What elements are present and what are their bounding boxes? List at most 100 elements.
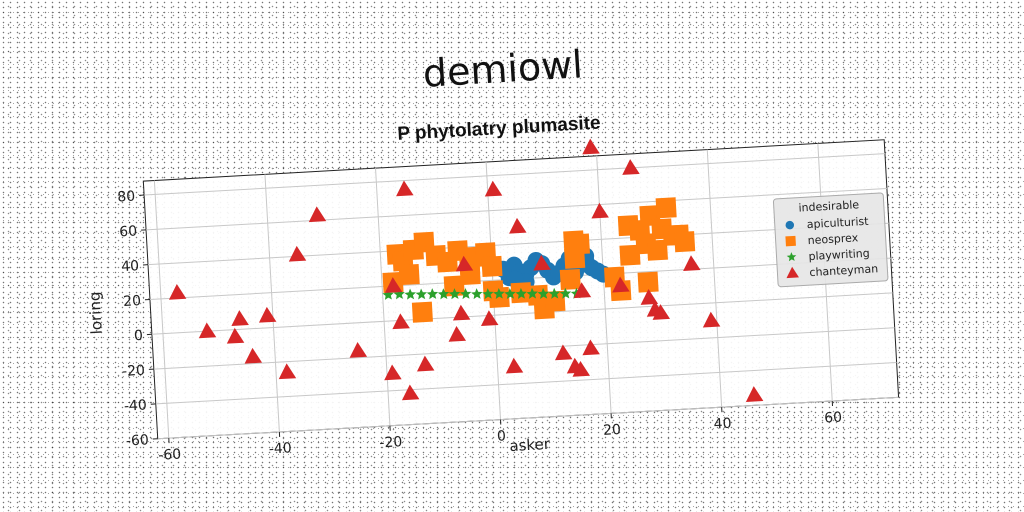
chanteyman-point — [582, 138, 600, 155]
y-tick-label: 60 — [119, 223, 138, 240]
legend-label-neosprex: neosprex — [807, 231, 859, 247]
y-tick-label: 0 — [134, 328, 144, 344]
neosprex-point — [568, 233, 590, 255]
chanteyman-point — [416, 355, 435, 372]
chanteyman-point — [401, 384, 420, 401]
chanteyman-point — [448, 325, 467, 342]
chanteyman-point — [582, 339, 600, 356]
grid-line-y — [151, 292, 893, 335]
playwriting-point — [459, 288, 472, 300]
playwriting-point — [548, 287, 561, 299]
legend-box — [772, 192, 889, 288]
y-axis-ticks: -60 -40 -20 0 20 40 60 80 — [117, 189, 158, 449]
chanteyman-point — [198, 322, 217, 339]
chanteyman-point — [396, 180, 414, 197]
neosprex-point — [481, 255, 503, 277]
y-tick-label: -20 — [122, 363, 146, 380]
chanteyman-point — [226, 327, 245, 344]
playwriting-point — [526, 287, 538, 299]
chanteyman-point — [278, 363, 297, 380]
playwriting-point — [393, 288, 405, 300]
grid-line-y — [146, 187, 887, 231]
playwriting-point — [437, 288, 450, 300]
chanteyman-point — [258, 306, 277, 323]
grid-line-y — [157, 396, 899, 440]
x-tick-label: 60 — [824, 410, 843, 427]
grid-line-x — [375, 168, 391, 426]
playwriting-point — [504, 288, 516, 300]
y-tick-label: 20 — [123, 293, 142, 310]
chanteyman-point — [244, 347, 263, 364]
y-tick-label: 40 — [121, 258, 140, 275]
grid-line-y — [153, 327, 895, 370]
legend-label-chanteyman: chanteyman — [809, 262, 878, 279]
chanteyman-point — [505, 357, 524, 374]
x-tick-label: -60 — [158, 446, 182, 463]
chanteyman-point — [745, 386, 764, 402]
playwriting-point — [448, 288, 461, 300]
x-tick-label: -20 — [379, 434, 403, 451]
playwriting-point — [537, 287, 550, 299]
grid-line-x — [153, 180, 170, 439]
playwriting-point — [382, 288, 394, 300]
grid-lines — [144, 143, 899, 440]
legend-title: indesirable — [798, 198, 859, 214]
x-tick-label: 20 — [603, 422, 622, 439]
neosprex-point — [411, 301, 433, 323]
chanteyman-point — [168, 283, 187, 300]
playwriting-point — [426, 288, 439, 300]
chanteyman-point — [392, 313, 410, 330]
playwriting-point — [482, 288, 494, 300]
neosprex-point — [674, 231, 696, 253]
chanteyman-point — [533, 254, 551, 271]
chanteyman-point — [572, 360, 591, 377]
neosprex-point — [559, 268, 581, 291]
legend-marker-neosprex — [785, 235, 796, 247]
chanteyman-point — [573, 282, 592, 299]
x-tick-label: 40 — [713, 416, 732, 433]
chanteyman-point — [622, 159, 640, 175]
data-points — [168, 138, 764, 402]
chanteyman-point — [484, 180, 503, 197]
x-axis-ticks: -60 -40 -20 0 20 40 60 — [158, 400, 843, 464]
chanteyman-point — [683, 255, 701, 272]
legend: indesirable apiculturistneosprexplaywrit… — [772, 192, 889, 288]
chanteyman-point — [308, 206, 327, 223]
grid-line-x — [264, 174, 280, 432]
chanteyman-point — [591, 202, 609, 219]
y-tick-label: 80 — [117, 189, 136, 206]
chanteyman-point — [554, 344, 573, 361]
neosprex-point — [398, 263, 420, 286]
playwriting-point — [515, 287, 527, 300]
y-tick-label: -60 — [126, 432, 150, 449]
grid-line-y — [144, 153, 885, 196]
neosprex-point — [655, 197, 677, 219]
legend-marker-apiculturist — [785, 220, 795, 230]
y-axis-label: loring — [85, 291, 105, 335]
grid-line-y — [155, 362, 897, 405]
x-tick-label: -40 — [268, 440, 292, 457]
figure-title: demiowl — [422, 42, 584, 96]
chanteyman-point — [480, 310, 499, 326]
neosprex-point — [544, 290, 566, 312]
chanteyman-point — [384, 364, 402, 381]
y-tick-label: -40 — [124, 397, 148, 414]
playwriting-point — [493, 287, 505, 299]
neosprex-point — [646, 239, 668, 261]
legend-marker-playwriting — [786, 252, 797, 262]
series-chanteyman — [168, 138, 764, 402]
chanteyman-point — [640, 289, 659, 305]
chanteyman-point — [349, 341, 368, 358]
x-tick-label: 0 — [497, 428, 507, 444]
legend-label-playwriting: playwriting — [808, 247, 870, 263]
playwriting-point — [415, 288, 427, 300]
chanteyman-point — [612, 276, 630, 293]
neosprex-point — [443, 275, 465, 297]
chart-title: P phytolatry plumasite — [397, 113, 601, 145]
playwriting-point — [404, 288, 416, 300]
x-axis-label: asker — [509, 435, 551, 455]
series-playwriting — [382, 287, 583, 300]
chanteyman-point — [509, 217, 527, 234]
chanteyman-point — [384, 277, 403, 293]
